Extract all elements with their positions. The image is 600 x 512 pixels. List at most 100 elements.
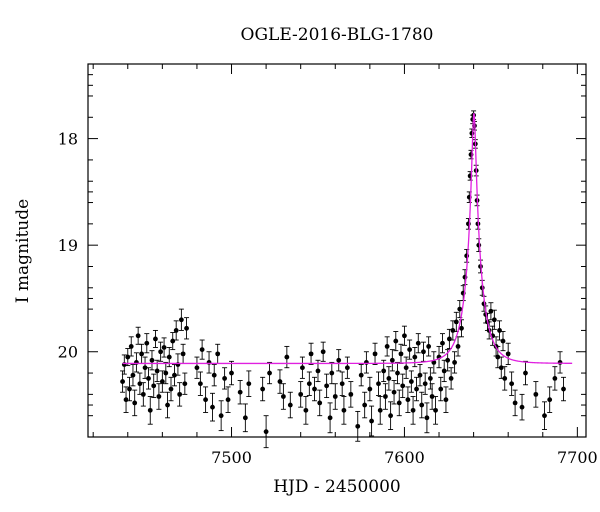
data-point (376, 371, 381, 396)
data-point (327, 402, 333, 434)
data-marker (358, 372, 364, 378)
data-point (163, 361, 169, 385)
data-marker (165, 402, 170, 408)
data-point (229, 360, 235, 386)
data-point (344, 356, 350, 379)
data-marker (419, 402, 425, 408)
data-point (389, 349, 395, 372)
data-marker (166, 354, 172, 360)
data-point (280, 383, 286, 410)
data-marker (163, 370, 169, 376)
data-marker (147, 407, 153, 413)
data-marker (173, 328, 179, 333)
data-point (135, 326, 141, 345)
data-point (488, 302, 494, 321)
data-marker (488, 308, 494, 314)
y-axis-ticks: 18 19 20 (58, 74, 586, 438)
data-marker (324, 383, 330, 389)
data-marker (197, 381, 203, 387)
data-marker (161, 345, 167, 350)
data-point (175, 353, 181, 376)
data-point (128, 336, 134, 357)
data-marker (469, 130, 475, 136)
data-marker (120, 379, 125, 384)
data-point (426, 336, 432, 357)
data-point (455, 336, 461, 357)
data-marker (320, 349, 326, 355)
data-point (324, 373, 330, 399)
data-marker (344, 365, 350, 371)
data-marker (140, 391, 146, 397)
data-marker (410, 407, 416, 413)
data-point (133, 352, 139, 373)
data-marker (448, 375, 454, 381)
data-point (299, 356, 305, 379)
data-marker (427, 375, 433, 381)
data-marker (426, 344, 432, 349)
data-marker (308, 351, 314, 357)
data-point (552, 366, 558, 391)
x-axis-ticks: 7500 7600 7700 (92, 64, 598, 467)
data-point (408, 370, 414, 393)
data-point (339, 371, 345, 396)
data-marker (329, 370, 335, 376)
data-marker (433, 407, 438, 413)
plot-frame (87, 63, 587, 438)
data-point (533, 381, 539, 408)
data-marker (438, 386, 444, 392)
data-marker (154, 368, 160, 374)
data-marker (476, 242, 482, 248)
data-marker (446, 336, 452, 342)
data-point (369, 405, 375, 437)
data-marker (137, 381, 143, 387)
data-point (438, 376, 444, 402)
data-marker (142, 365, 148, 371)
data-point (348, 381, 354, 408)
data-point (417, 364, 423, 387)
data-marker (500, 338, 506, 344)
data-marker (339, 381, 345, 387)
data-point (412, 347, 418, 368)
data-point (206, 351, 212, 374)
data-point (388, 401, 394, 430)
data-point (152, 329, 158, 348)
data-point (407, 339, 413, 360)
data-point (372, 342, 378, 365)
data-point (436, 345, 442, 369)
data-marker (182, 381, 188, 387)
data-point (199, 339, 205, 360)
data-point (210, 392, 215, 422)
data-point (142, 356, 148, 379)
data-point (222, 367, 228, 390)
data-point (242, 403, 248, 433)
data-marker (372, 351, 378, 357)
data-marker (405, 397, 411, 403)
data-marker (237, 389, 243, 395)
data-point (140, 382, 146, 407)
data-marker (180, 351, 186, 357)
data-point (178, 308, 184, 331)
data-point (165, 391, 171, 419)
data-marker (341, 407, 347, 413)
data-marker (284, 354, 290, 360)
data-point (362, 391, 368, 419)
data-marker (491, 317, 497, 323)
data-point (448, 367, 454, 390)
data-marker (263, 429, 269, 435)
data-marker (128, 344, 134, 349)
data-point (498, 356, 504, 379)
data-point (405, 386, 411, 413)
data-point (500, 331, 506, 352)
data-marker (362, 402, 368, 408)
data-point (139, 343, 145, 364)
data-marker (533, 391, 539, 397)
data-point (211, 364, 217, 387)
data-marker (178, 317, 184, 323)
data-marker (363, 360, 369, 365)
data-point (542, 401, 547, 430)
data-marker (317, 400, 323, 406)
data-marker (415, 340, 421, 346)
data-marker (424, 415, 430, 421)
data-point (194, 356, 200, 379)
data-point (384, 336, 390, 357)
